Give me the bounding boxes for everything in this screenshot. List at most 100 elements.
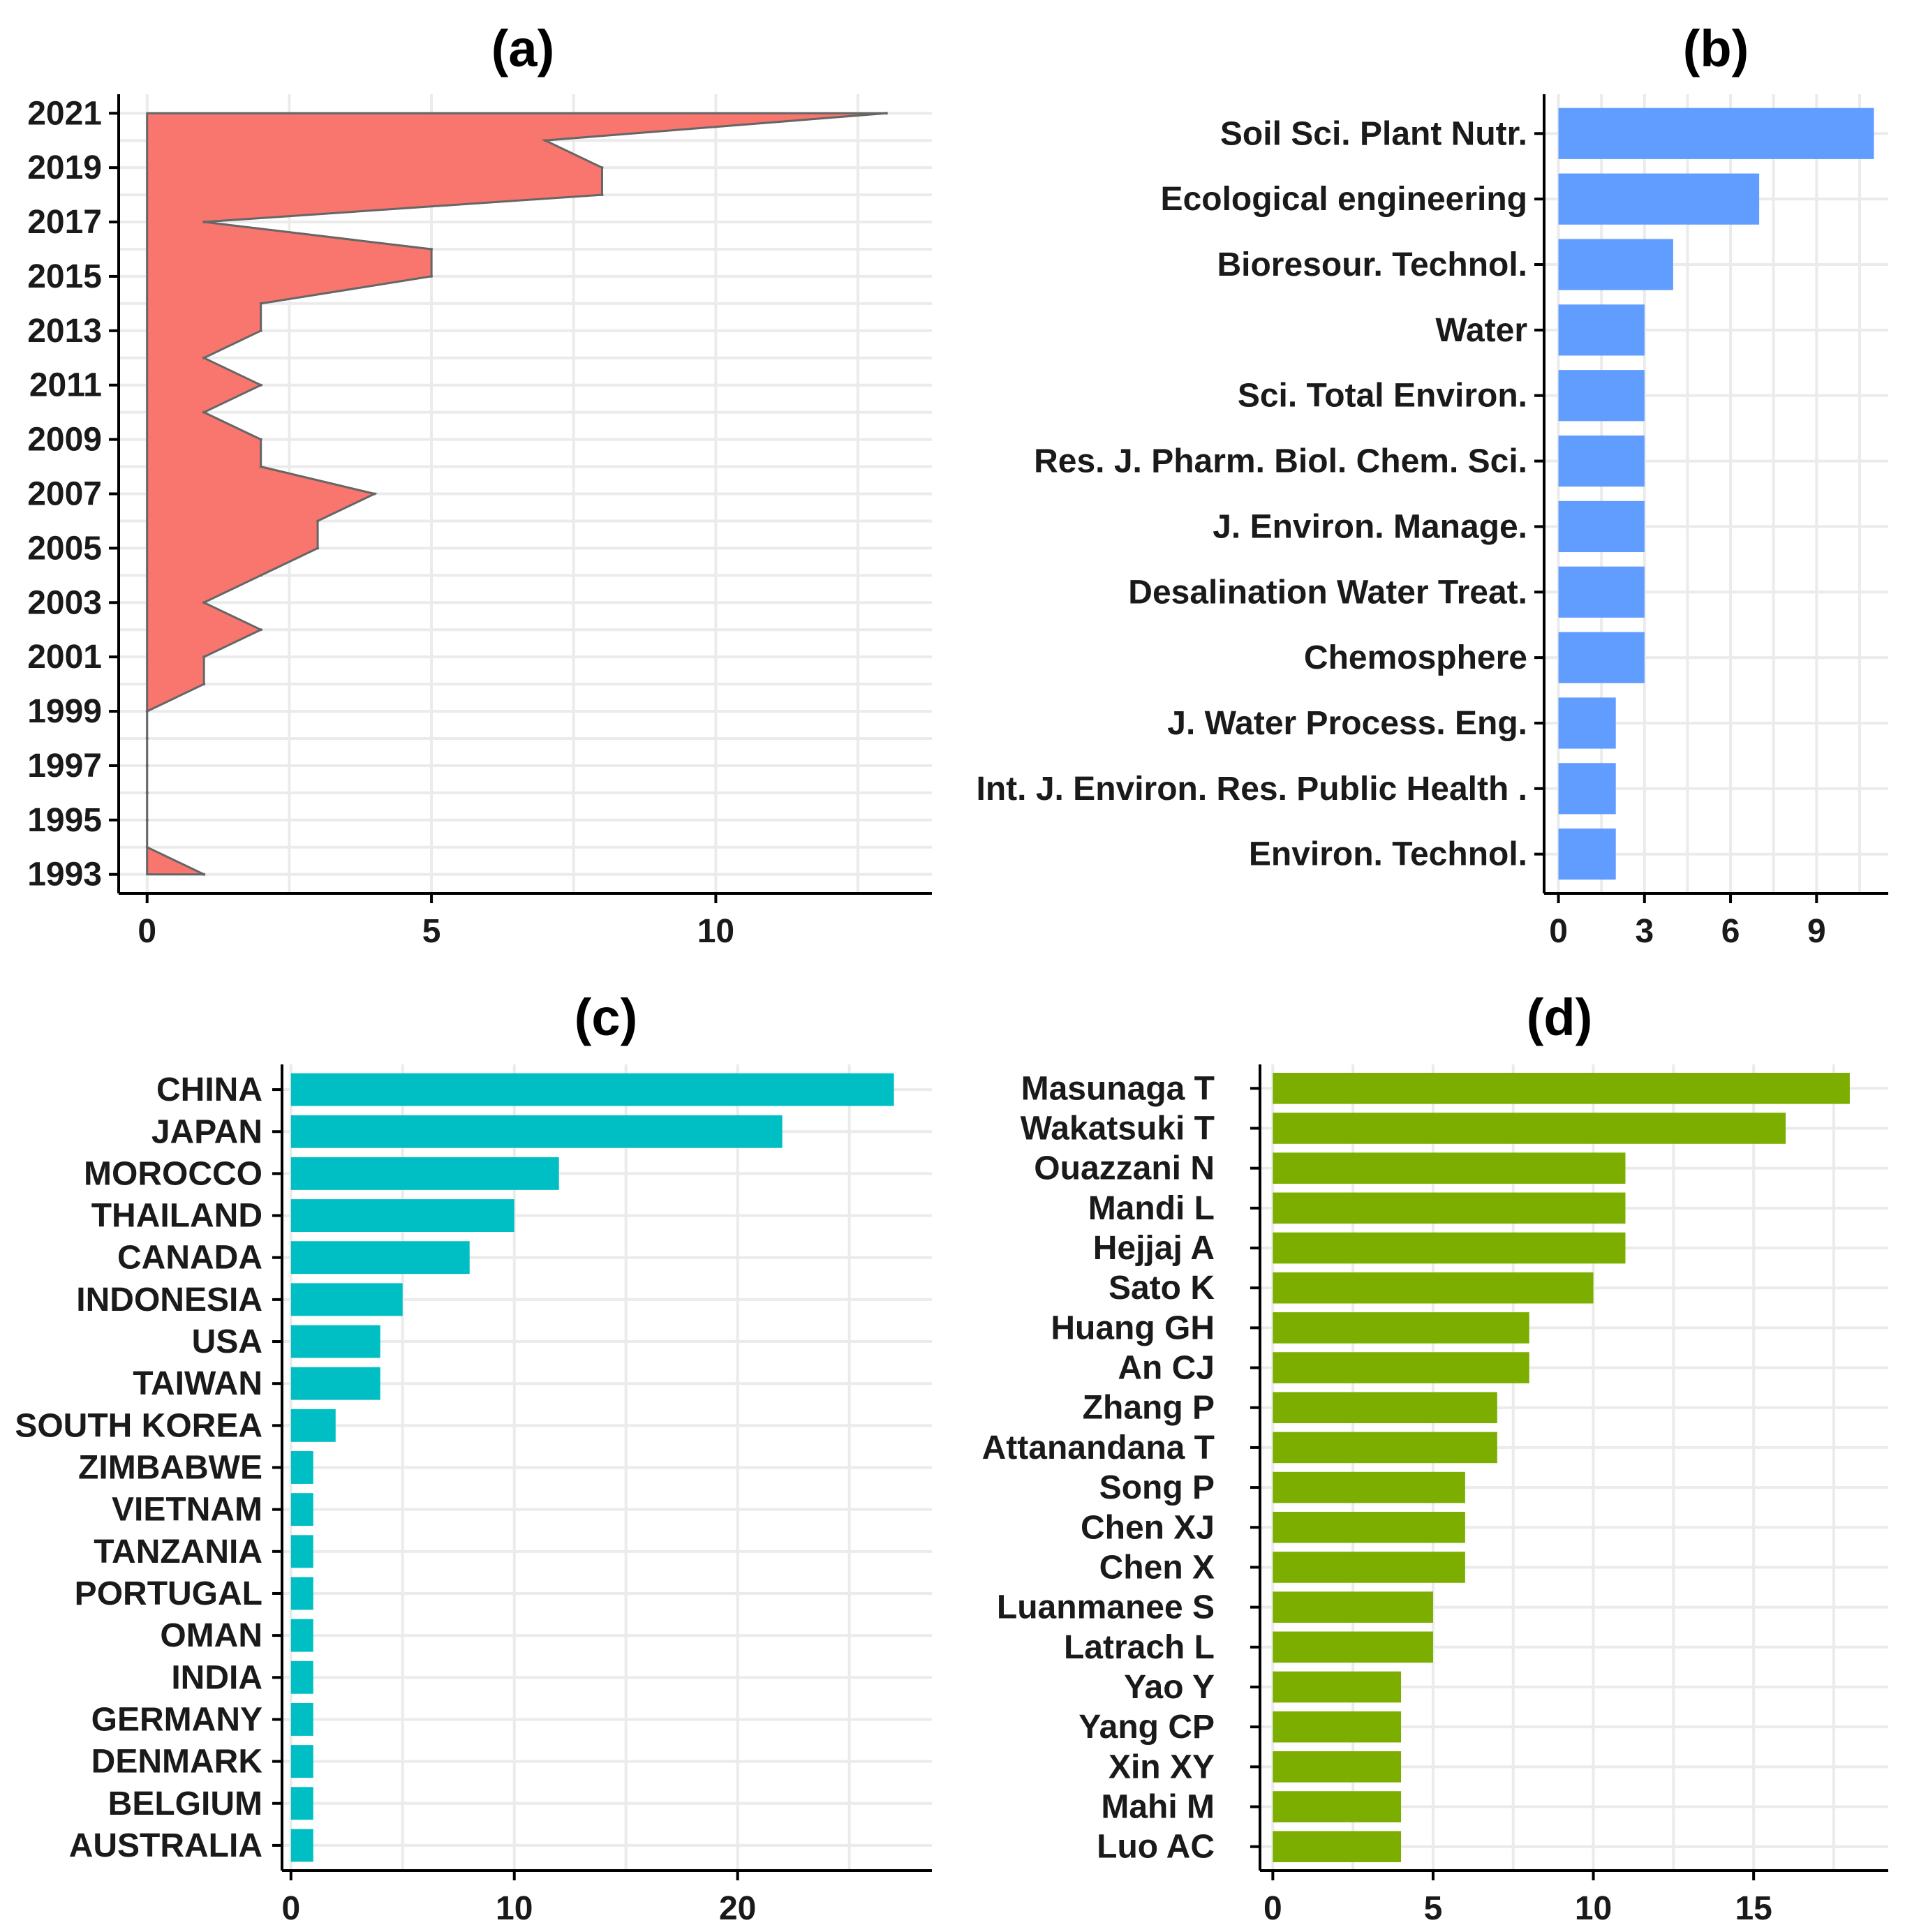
bar-masunaga-t bbox=[1273, 1073, 1850, 1104]
panel-title: (d) bbox=[1527, 988, 1593, 1046]
category-label-canada: CANADA bbox=[117, 1240, 262, 1277]
y-tick-label: 2009 bbox=[27, 422, 102, 459]
category-label-soil-sci-plant-nutr: Soil Sci. Plant Nutr. bbox=[1220, 115, 1527, 152]
category-label-taiwan: TAIWAN bbox=[133, 1365, 262, 1402]
data-point-1995 bbox=[145, 818, 149, 822]
category-label-huang-gh: Huang GH bbox=[1051, 1309, 1215, 1346]
panel-b-journal-bar-chart: (b) Soil Sci. Plant Nutr. Ecological engin… bbox=[977, 20, 1888, 950]
x-tick-label: 5 bbox=[422, 913, 441, 950]
bar-attanandana-t bbox=[1273, 1432, 1497, 1464]
category-label-mahi-m: Mahi M bbox=[1101, 1789, 1215, 1826]
category-label-japan: JAPAN bbox=[151, 1113, 262, 1150]
bar-indonesia bbox=[290, 1283, 403, 1316]
bar-yao-y bbox=[1273, 1671, 1402, 1703]
bar-canada bbox=[290, 1241, 470, 1275]
y-tick-label: 1995 bbox=[27, 802, 102, 839]
x-tick-label: 0 bbox=[1549, 913, 1568, 950]
panel-title: (a) bbox=[491, 20, 554, 77]
bar-song-p bbox=[1273, 1471, 1465, 1503]
data-point-2007 bbox=[373, 492, 376, 496]
bar-tanzania bbox=[290, 1535, 313, 1568]
x-tick-label: 15 bbox=[1735, 1890, 1772, 1927]
bar-mahi-m bbox=[1273, 1791, 1402, 1822]
x-tick-label: 9 bbox=[1807, 913, 1826, 950]
x-tick-label: 6 bbox=[1721, 913, 1740, 950]
x-tick-label: 5 bbox=[1424, 1890, 1443, 1927]
category-label-yao-y: Yao Y bbox=[1124, 1669, 1215, 1706]
bar-vietnam bbox=[290, 1493, 313, 1526]
bar-ecological-engineering bbox=[1558, 173, 1760, 225]
y-tick-label: 2017 bbox=[27, 204, 102, 241]
y-tick-label: 1993 bbox=[27, 856, 102, 893]
category-label-indonesia: INDONESIA bbox=[76, 1281, 262, 1318]
category-label-sci-total-environ: Sci. Total Environ. bbox=[1238, 378, 1527, 415]
x-tick-label: 0 bbox=[138, 913, 156, 950]
data-point-2021 bbox=[884, 112, 888, 115]
bar-india bbox=[290, 1660, 313, 1694]
data-point-1996 bbox=[145, 791, 149, 794]
y-tick-label: 2019 bbox=[27, 149, 102, 186]
category-label-song-p: Song P bbox=[1099, 1469, 1215, 1506]
x-tick-label: 10 bbox=[697, 913, 734, 950]
bar-chemosphere bbox=[1558, 632, 1645, 683]
bar-south-korea bbox=[290, 1409, 336, 1442]
data-point-2005 bbox=[316, 547, 320, 550]
y-tick-label: 1997 bbox=[27, 748, 102, 785]
category-label-sato-k: Sato K bbox=[1109, 1270, 1215, 1307]
bar-environ-technol bbox=[1558, 828, 1616, 880]
category-label-environ-technol: Environ. Technol. bbox=[1249, 836, 1527, 873]
data-point-2003 bbox=[202, 601, 206, 604]
bar-wakatsuki-t bbox=[1273, 1113, 1786, 1144]
data-point-2020 bbox=[544, 139, 547, 142]
panel-title: (b) bbox=[1683, 20, 1749, 77]
bar-germany bbox=[290, 1702, 313, 1736]
category-label-chen-x: Chen X bbox=[1099, 1549, 1215, 1586]
bar-yang-cp bbox=[1273, 1711, 1402, 1743]
data-point-1993 bbox=[202, 872, 206, 876]
y-tick-label: 2015 bbox=[27, 258, 102, 295]
data-point-2012 bbox=[202, 356, 206, 359]
category-label-water: Water bbox=[1435, 312, 1527, 349]
bar-chen-x bbox=[1273, 1552, 1465, 1583]
category-label-luanmanee-s: Luanmanee S bbox=[997, 1589, 1215, 1626]
bar-soil-sci-plant-nutr bbox=[1558, 107, 1874, 159]
panel-c-country-bar-chart: (c) CHINA JAPAN MOROCCO THAILAND CANADA INDONE… bbox=[15, 988, 932, 1927]
bar-desalination-water-treat bbox=[1558, 566, 1645, 618]
category-label-morocco: MOROCCO bbox=[84, 1155, 262, 1192]
data-point-2001 bbox=[202, 655, 206, 659]
data-point-2000 bbox=[202, 683, 206, 686]
bar-thailand bbox=[290, 1199, 514, 1233]
data-point-2011 bbox=[259, 383, 262, 387]
bar-mandi-l bbox=[1273, 1192, 1626, 1224]
bar-water bbox=[1558, 304, 1645, 356]
category-label-latrach-l: Latrach L bbox=[1064, 1629, 1215, 1666]
category-label-usa: USA bbox=[192, 1323, 262, 1360]
category-label-portugal: PORTUGAL bbox=[75, 1575, 262, 1612]
category-label-denmark: DENMARK bbox=[91, 1744, 263, 1781]
category-label-belgium: BELGIUM bbox=[108, 1785, 262, 1822]
category-label-an-cj: An CJ bbox=[1118, 1350, 1215, 1387]
category-label-germany: GERMANY bbox=[91, 1701, 262, 1738]
y-tick-label: 2005 bbox=[27, 530, 102, 567]
y-tick-label: 2003 bbox=[27, 584, 102, 621]
bar-j-environ-manage bbox=[1558, 500, 1645, 553]
category-label-int-j-environ-res-public-health: Int. J. Environ. Res. Public Health . bbox=[977, 771, 1528, 808]
bar-japan bbox=[290, 1115, 783, 1148]
bar-australia bbox=[290, 1829, 313, 1862]
bar-china bbox=[290, 1073, 894, 1106]
category-label-attanandana-t: Attanandana T bbox=[982, 1429, 1215, 1466]
bar-chen-xj bbox=[1273, 1511, 1465, 1543]
bar-ouazzani-n bbox=[1273, 1152, 1626, 1184]
category-label-chemosphere: Chemosphere bbox=[1304, 639, 1527, 676]
category-label-luo-ac: Luo AC bbox=[1097, 1829, 1215, 1866]
category-label-res-j-pharm-biol-chem-sci: Res. J. Pharm. Biol. Chem. Sci. bbox=[1034, 443, 1527, 480]
publications-area bbox=[146, 112, 887, 876]
category-label-ouazzani-n: Ouazzani N bbox=[1034, 1150, 1215, 1187]
category-label-india: INDIA bbox=[171, 1659, 262, 1696]
bar-belgium bbox=[290, 1787, 313, 1820]
data-point-2006 bbox=[316, 519, 320, 523]
bar-morocco bbox=[290, 1157, 559, 1190]
bar-an-cj bbox=[1273, 1352, 1529, 1383]
data-point-2008 bbox=[259, 465, 262, 468]
